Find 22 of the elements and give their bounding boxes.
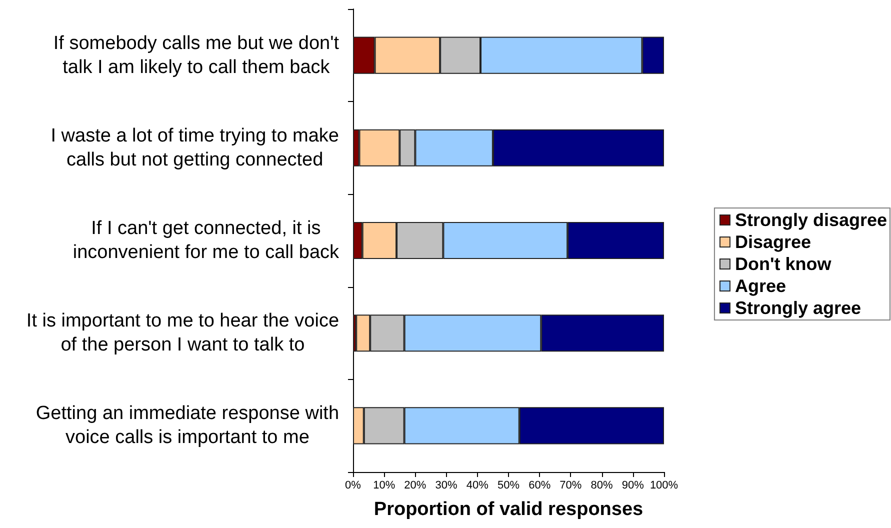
x-axis-title: Proportion of valid responses [374, 499, 644, 520]
x-tick-label: 40% [466, 480, 489, 492]
legend-label: Strongly disagree [734, 210, 888, 230]
y-tick-label: It is important to me to hear the voice of the person I want to talk to [26, 310, 339, 356]
x-tick-label: 80% [590, 480, 614, 492]
x-tick-label: 60% [528, 480, 551, 492]
x-tick-label: 0% [345, 480, 362, 492]
x-tick-label: 20% [404, 480, 426, 492]
y-tick-label: I waste a lot of time trying to make calls but not getting connected [50, 125, 340, 170]
x-tick-label: 90% [622, 480, 644, 492]
legend-label: Disagree [734, 232, 812, 252]
x-tick-label: 100% [650, 480, 678, 492]
legend-label: Agree [734, 276, 786, 296]
y-tick-label: If somebody calls me but we don't talk I am likely to call them back [53, 32, 340, 78]
legend-label: Strongly agree [734, 298, 862, 318]
y-tick-label: Getting an immediate response with voice calls is important to me [36, 403, 340, 448]
x-tick-label: 10% [373, 480, 396, 492]
x-tick-label: 30% [435, 480, 458, 492]
x-tick-label: 70% [560, 480, 582, 492]
y-tick-label: If I can't get connected, it is inconvenient for me to call back [72, 218, 340, 263]
x-tick-label: 50% [497, 480, 520, 492]
legend-label: Don't know [734, 254, 832, 274]
